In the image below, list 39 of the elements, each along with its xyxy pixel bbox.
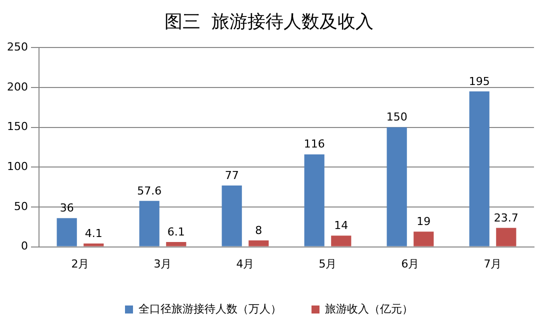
- data-label: 14: [334, 219, 348, 232]
- y-tick-label: 200: [6, 80, 28, 94]
- legend-label: 全口径旅游接待人数（万人）: [138, 302, 282, 316]
- bar: [304, 154, 324, 246]
- x-tick-label: 3月: [154, 257, 172, 270]
- bar: [56, 218, 77, 246]
- bar: [248, 240, 269, 246]
- data-label: 36: [60, 201, 74, 214]
- bar: [469, 91, 490, 246]
- y-tick-label: 50: [14, 200, 28, 213]
- y-tick-label: 150: [6, 120, 28, 134]
- data-label: 23.7: [494, 211, 518, 224]
- x-tick-label: 4月: [236, 257, 254, 270]
- y-tick-label: 100: [6, 160, 28, 173]
- x-tick-label: 2月: [71, 257, 90, 270]
- bar: [386, 127, 407, 246]
- bar: [496, 228, 516, 246]
- data-label: 8: [255, 224, 262, 237]
- data-label: 150: [386, 110, 408, 124]
- legend-label: 旅游收入（亿元）: [325, 302, 413, 316]
- data-label: 116: [304, 138, 325, 151]
- data-label: 77: [224, 168, 239, 182]
- data-label: 57.6: [137, 184, 162, 198]
- data-label: 4.1: [84, 226, 102, 240]
- bar: [84, 244, 104, 246]
- data-label: 6.1: [167, 225, 185, 238]
- bar: [139, 200, 160, 246]
- bar: [166, 242, 186, 246]
- y-tick-label: 0: [20, 240, 28, 253]
- x-tick-label: 7月: [484, 257, 502, 270]
- x-tick-label: 5月: [318, 257, 337, 270]
- bar: [414, 232, 434, 246]
- y-tick-label: 250: [6, 40, 28, 54]
- chart-title: 图三 旅游接待人数及收入: [164, 11, 374, 32]
- bar: [331, 236, 352, 246]
- bar: [222, 185, 242, 246]
- data-label: 19: [416, 215, 431, 228]
- x-tick-label: 6月: [401, 257, 420, 270]
- data-label: 195: [468, 74, 490, 88]
